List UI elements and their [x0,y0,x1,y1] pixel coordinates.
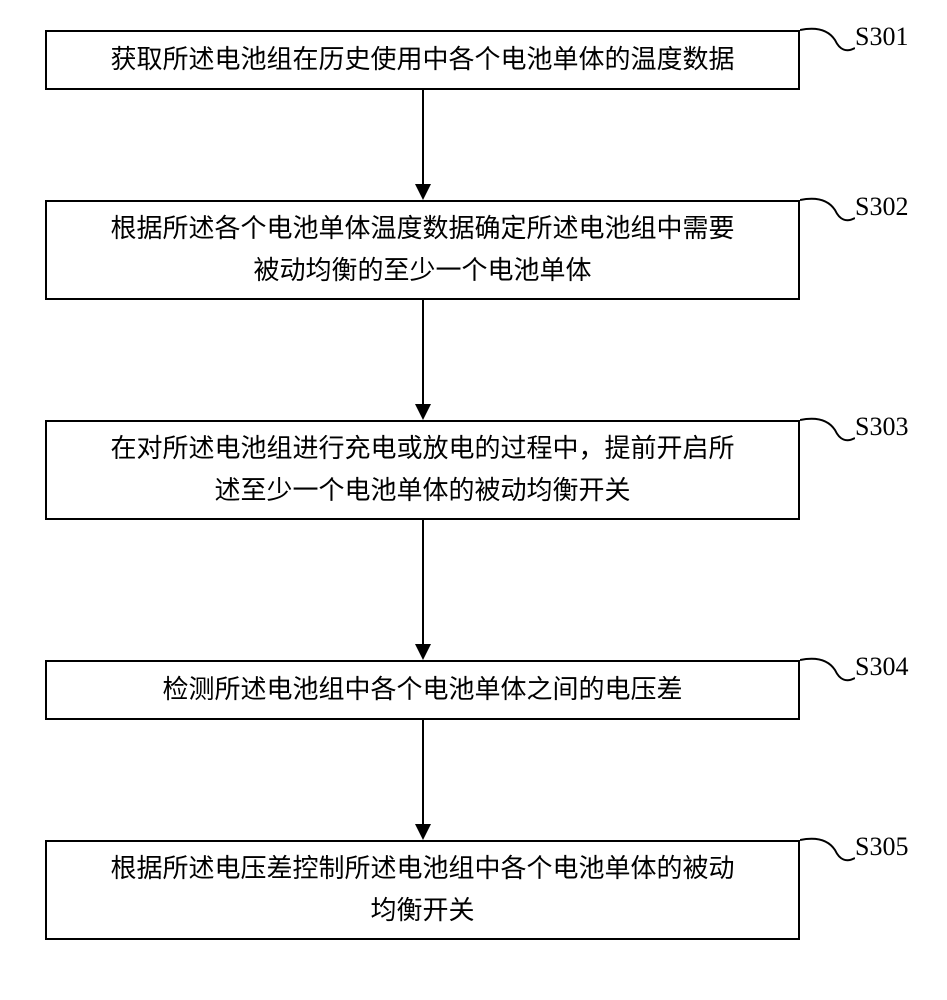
flow-step-text: 根据所述各个电池单体温度数据确定所述电池组中需要 被动均衡的至少一个电池单体 [110,208,734,291]
arrow-line [422,300,424,404]
flow-step-s303: 在对所述电池组进行充电或放电的过程中，提前开启所 述至少一个电池单体的被动均衡开… [45,420,800,520]
arrow-line [422,90,424,184]
connector-curve-s301 [800,20,855,60]
step-label-s302: S302 [855,192,908,222]
flow-step-s305: 根据所述电压差控制所述电池组中各个电池单体的被动 均衡开关 [45,840,800,940]
flow-step-text: 在对所述电池组进行充电或放电的过程中，提前开启所 述至少一个电池单体的被动均衡开… [110,428,734,511]
step-label-s304: S304 [855,652,908,682]
step-label-s305: S305 [855,832,908,862]
flow-step-s304: 检测所述电池组中各个电池单体之间的电压差 [45,660,800,720]
arrow-head [415,824,431,840]
arrow-head [415,404,431,420]
connector-curve-s302 [800,190,855,230]
connector-curve-s303 [800,410,855,450]
flowchart-container: 获取所述电池组在历史使用中各个电池单体的温度数据 S301 根据所述各个电池单体… [0,0,947,1000]
step-label-s303: S303 [855,412,908,442]
flow-step-text: 检测所述电池组中各个电池单体之间的电压差 [162,669,682,711]
arrow-line [422,720,424,824]
arrow-head [415,644,431,660]
connector-curve-s304 [800,650,855,690]
flow-step-s301: 获取所述电池组在历史使用中各个电池单体的温度数据 [45,30,800,90]
flow-step-s302: 根据所述各个电池单体温度数据确定所述电池组中需要 被动均衡的至少一个电池单体 [45,200,800,300]
arrow-line [422,520,424,644]
arrow-head [415,184,431,200]
flow-step-text: 根据所述电压差控制所述电池组中各个电池单体的被动 均衡开关 [110,848,734,931]
step-label-s301: S301 [855,22,908,52]
connector-curve-s305 [800,830,855,870]
flow-step-text: 获取所述电池组在历史使用中各个电池单体的温度数据 [110,39,734,81]
